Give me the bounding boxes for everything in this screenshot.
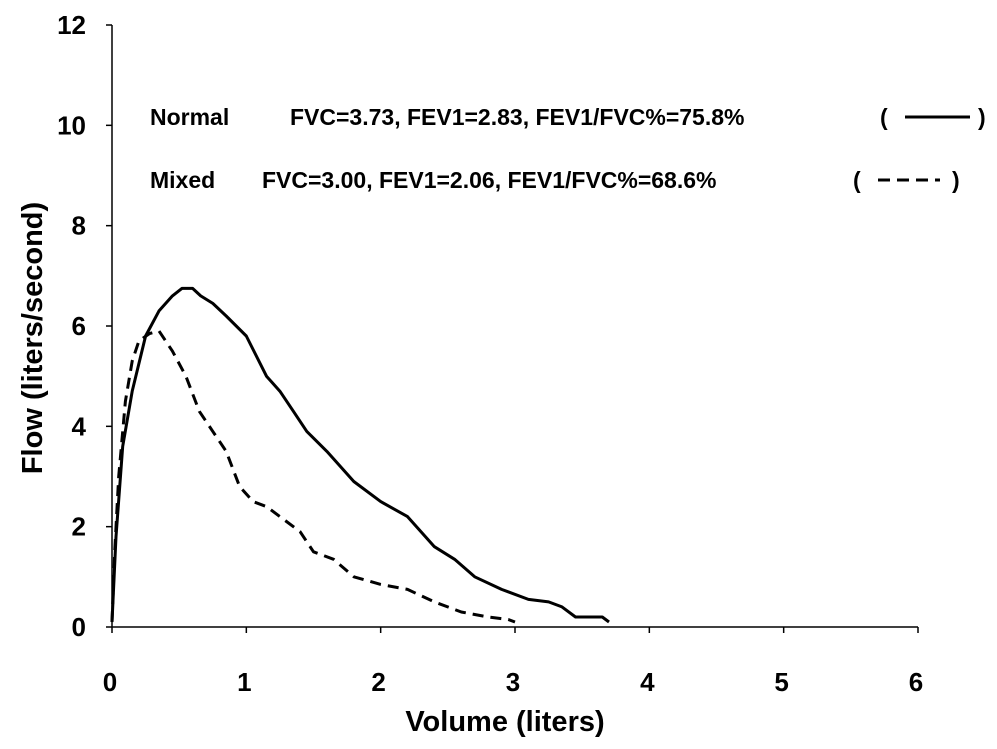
x-tick-label: 2 [371,667,385,697]
y-tick-label: 8 [72,211,86,241]
x-tick-label: 4 [640,667,655,697]
y-axis-title: Flow (liters/second) [17,202,49,474]
y-tick-label: 0 [72,612,86,642]
legend-stats-normal: FVC=3.73, FEV1=2.83, FEV1/FVC%=75.8% [290,104,745,130]
series-line-normal [110,286,610,624]
y-tick-label: 2 [72,512,86,542]
legend-paren-close: ) [952,167,960,193]
x-axis-title: Volume (liters) [405,706,604,738]
x-tick-label: 0 [103,667,117,697]
plot-area [110,286,610,624]
y-tick-label: 6 [72,311,86,341]
x-tick-label: 6 [909,667,923,697]
y-tick-label: 4 [72,411,87,441]
series-line-mixed [110,329,516,624]
legend-label-normal: Normal [150,104,229,130]
x-tick-label: 3 [506,667,520,697]
legend-paren-close: ) [978,104,986,130]
x-tick-label: 5 [774,667,788,697]
legend-paren-open: ( [853,167,861,193]
legend: Normal FVC=3.73, FEV1=2.83, FEV1/FVC%=75.… [150,104,986,193]
x-tick-label: 1 [237,667,251,697]
legend-label-mixed: Mixed [150,167,215,193]
y-tick-label: 10 [57,110,86,140]
y-tick-label: 12 [57,10,86,40]
legend-stats-mixed: FVC=3.00, FEV1=2.06, FEV1/FVC%=68.6% [262,167,717,193]
legend-paren-open: ( [880,104,888,130]
